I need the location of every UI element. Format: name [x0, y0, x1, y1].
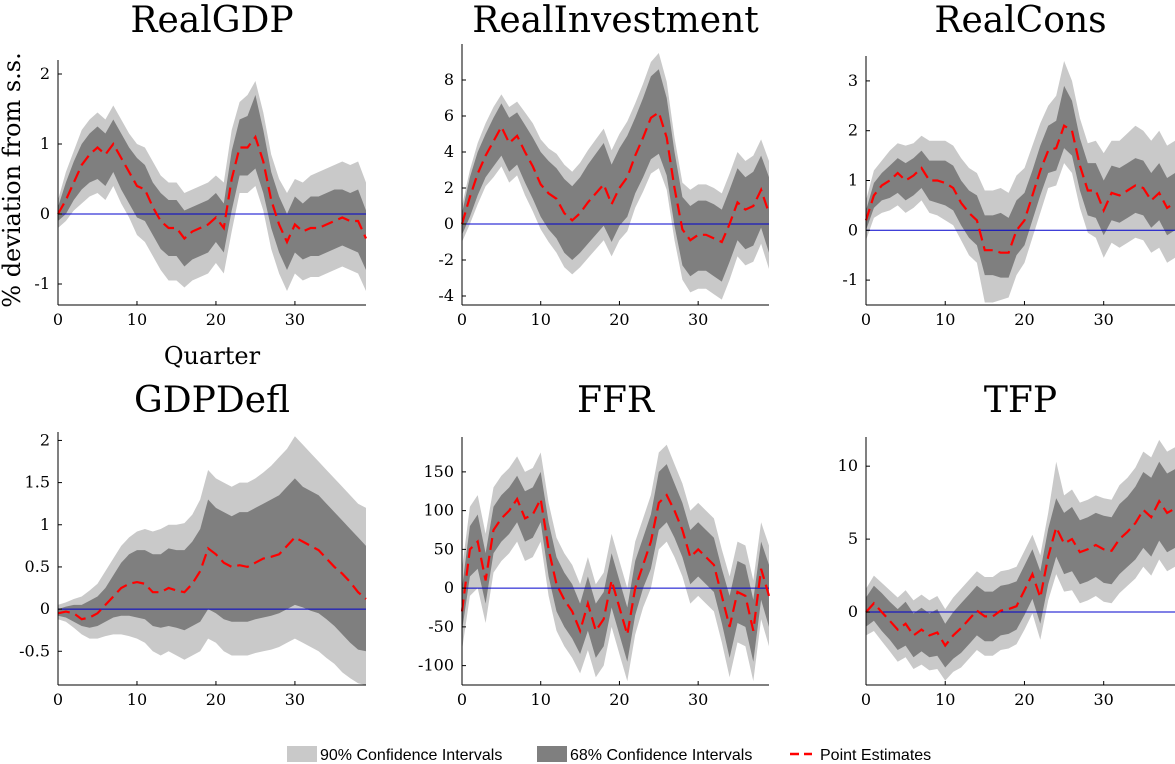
legend: 90% Confidence Intervals 68% Confidence …: [287, 746, 931, 764]
y-tick-label: 50: [434, 539, 454, 558]
x-tick-label: 30: [1094, 690, 1114, 709]
y-tick-label: 0: [444, 578, 454, 597]
y-tick-label: 100: [423, 501, 454, 520]
panel-ffr: 0 10 20 30 -100 -50 0 50 100 150 FFR: [418, 380, 771, 709]
y-tick-label: -1: [34, 274, 50, 293]
x-tick-label: 0: [861, 690, 871, 709]
x-tick-label: 20: [609, 690, 629, 709]
y-tick-label: 1: [40, 515, 50, 534]
panel-title: RealInvestment: [472, 0, 759, 41]
band-68: [58, 95, 366, 270]
y-tick-label: 2: [444, 178, 454, 197]
y-tick-label: 1: [40, 134, 50, 153]
point-estimate-line: [460, 110, 771, 244]
y-tick-label: 10: [838, 456, 858, 475]
point-estimate-line: [864, 124, 1175, 254]
x-tick-label: 30: [285, 310, 305, 329]
x-tick-label: 20: [1014, 310, 1034, 329]
y-tick-label: 6: [444, 106, 454, 125]
x-tick-label: 10: [935, 310, 955, 329]
x-tick-label: 10: [531, 690, 551, 709]
x-tick-label: 20: [206, 310, 226, 329]
legend-label-90: 90% Confidence Intervals: [320, 747, 502, 764]
legend-swatch-90: [287, 746, 317, 762]
x-tick-label: 30: [1094, 310, 1114, 329]
panel-tfp: 0 10 20 30 0 5 10 TFP: [838, 380, 1175, 709]
x-tick-label: 0: [457, 690, 467, 709]
band-68: [866, 461, 1175, 668]
panel-realcons: 0 10 20 30 -1 0 1 2 3 RealCons: [842, 0, 1175, 329]
y-tick-label: 2: [40, 430, 50, 449]
y-tick-label: 2: [40, 64, 50, 83]
y-tick-label: -100: [418, 656, 454, 675]
band-68: [462, 464, 769, 662]
y-tick-label: 0: [848, 602, 858, 621]
legend-label-68: 68% Confidence Intervals: [570, 747, 752, 764]
x-tick-label: 20: [609, 310, 629, 329]
x-tick-label: 0: [861, 310, 871, 329]
x-tick-label: 10: [127, 690, 147, 709]
legend-swatch-68: [537, 746, 567, 762]
y-tick-label: -4: [438, 286, 454, 305]
band-90: [462, 444, 769, 682]
x-axis-label: Quarter: [164, 342, 261, 370]
y-tick-label: -2: [438, 250, 454, 269]
panel-title: RealGDP: [130, 0, 293, 41]
y-tick-label: -0.5: [19, 641, 50, 660]
y-tick-label: 5: [848, 529, 858, 548]
panel-title: GDPDefl: [134, 380, 290, 421]
band-68: [58, 478, 366, 652]
y-tick-label: -1: [842, 270, 858, 289]
y-tick-label: 0.5: [25, 557, 50, 576]
y-tick-label: 1.5: [25, 473, 50, 492]
x-tick-label: 20: [1014, 690, 1034, 709]
x-tick-label: 10: [531, 310, 551, 329]
y-tick-label: 0: [848, 220, 858, 239]
y-tick-label: 0: [444, 214, 454, 233]
panel-title: FFR: [577, 380, 655, 421]
panel-gdpdefl: 0 10 20 30 -0.5 0 0.5 1 1.5 2 GDPDefl: [19, 380, 367, 709]
x-tick-label: 0: [457, 310, 467, 329]
x-tick-label: 30: [688, 310, 708, 329]
panel-realinvestment: 0 10 20 30 -4 -2 0 2 4 6 8 RealInvestment: [438, 0, 771, 329]
x-tick-label: 10: [935, 690, 955, 709]
x-tick-label: 0: [53, 690, 63, 709]
y-tick-label: 0: [40, 599, 50, 618]
point-estimate-line: [460, 493, 771, 635]
panel-title: TFP: [984, 380, 1057, 421]
y-tick-label: -50: [428, 617, 454, 636]
y-tick-label: 150: [423, 462, 454, 481]
band-68: [462, 69, 769, 282]
y-tick-label: 1: [848, 171, 858, 190]
y-tick-label: 8: [444, 70, 454, 89]
y-tick-label: 3: [848, 71, 858, 90]
point-estimate-line: [57, 134, 368, 245]
y-tick-label: 0: [40, 204, 50, 223]
band-90: [58, 81, 366, 291]
x-tick-label: 0: [53, 310, 63, 329]
panel-title: RealCons: [934, 0, 1106, 41]
x-tick-label: 20: [206, 690, 226, 709]
x-tick-label: 30: [688, 690, 708, 709]
point-estimate-line: [57, 536, 367, 621]
x-tick-label: 30: [285, 690, 305, 709]
y-tick-label: 2: [848, 121, 858, 140]
x-tick-label: 10: [127, 310, 147, 329]
band-68: [866, 85, 1175, 278]
legend-label-point: Point Estimates: [820, 747, 931, 764]
point-estimate-line: [865, 499, 1175, 648]
y-axis-label: % deviation from s.s.: [0, 52, 26, 307]
y-tick-label: 4: [444, 142, 454, 161]
band-90: [866, 61, 1175, 303]
